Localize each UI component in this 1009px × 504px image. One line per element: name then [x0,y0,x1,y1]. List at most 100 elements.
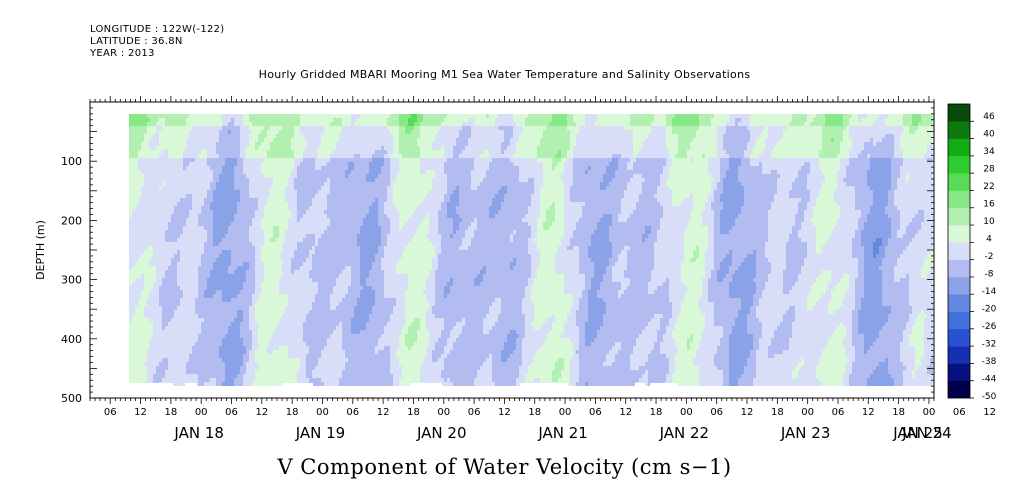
heatmap-cell [213,134,216,138]
heatmap-cell [267,126,270,130]
heatmap-cell [171,310,174,314]
heatmap-cell [276,222,279,226]
heatmap-cell [180,298,183,302]
heatmap-cell [246,218,249,222]
heatmap-cell [216,246,219,250]
heatmap-cell [195,274,198,278]
heatmap-cell [345,334,348,338]
heatmap-cell [195,158,198,162]
heatmap-cell [129,274,132,278]
heatmap-cell [291,314,294,318]
heatmap-cell [210,346,213,350]
heatmap-cell [171,278,174,282]
heatmap-cell [300,158,303,162]
heatmap-cell [213,378,216,382]
heatmap-cell [219,366,222,370]
heatmap-cell [180,382,183,386]
heatmap-cell [291,306,294,310]
heatmap-cell [222,218,225,222]
heatmap-cell [279,306,282,310]
heatmap-cell [294,270,297,274]
heatmap-cell [312,314,315,318]
heatmap-cell [150,242,153,246]
heatmap-cell [168,238,171,242]
heatmap-cell [189,270,192,274]
heatmap-cell [165,310,168,314]
heatmap-cell [225,134,228,138]
heatmap-cell [207,270,210,274]
heatmap-cell [141,302,144,306]
heatmap-cell [207,182,210,186]
heatmap-cell [270,330,273,334]
heatmap-cell [327,302,330,306]
heatmap-cell [132,306,135,310]
heatmap-cell [327,118,330,122]
heatmap-cell [186,226,189,230]
heatmap-cell [321,326,324,330]
heatmap-cell [321,366,324,370]
heatmap-cell [156,162,159,166]
heatmap-cell [156,294,159,298]
heatmap-cell [240,146,243,150]
heatmap-cell [210,186,213,190]
heatmap-cell [288,166,291,170]
heatmap-cell [147,258,150,262]
heatmap-cell [156,338,159,342]
heatmap-cell [237,362,240,366]
heatmap-cell [174,158,177,162]
heatmap-cell [159,154,162,158]
heatmap-cell [297,290,300,294]
heatmap-cell [273,218,276,222]
heatmap-cell [171,114,174,118]
heatmap-cell [300,238,303,242]
heatmap-cell [234,354,237,358]
heatmap-cell [210,270,213,274]
heatmap-cell [297,122,300,126]
heatmap-cell [129,358,132,362]
heatmap-cell [138,330,141,334]
heatmap-cell [309,222,312,226]
heatmap-cell [327,218,330,222]
heatmap-cell [213,290,216,294]
heatmap-cell [129,238,132,242]
heatmap-cell [132,114,135,118]
heatmap-cell [246,222,249,226]
heatmap-cell [153,358,156,362]
heatmap-cell [330,210,333,214]
heatmap-cell [219,262,222,266]
heatmap-cell [165,130,168,134]
heatmap-cell [129,350,132,354]
heatmap-cell [219,298,222,302]
heatmap-cell [315,270,318,274]
heatmap-cell [333,310,336,314]
heatmap-cell [228,302,231,306]
heatmap-cell [216,234,219,238]
heatmap-cell [285,246,288,250]
heatmap-cell [171,286,174,290]
heatmap-cell [144,146,147,150]
heatmap-cell [180,274,183,278]
heatmap-cell [156,322,159,326]
heatmap-cell [210,146,213,150]
heatmap-cell [177,118,180,122]
heatmap-cell [189,194,192,198]
heatmap-cell [138,286,141,290]
heatmap-cell [327,310,330,314]
heatmap-cell [279,182,282,186]
heatmap-cell [228,254,231,258]
heatmap-cell [150,378,153,382]
heatmap-cell [162,194,165,198]
heatmap-cell [333,270,336,274]
heatmap-cell [174,246,177,250]
heatmap-cell [249,314,252,318]
heatmap-cell [216,158,219,162]
heatmap-cell [312,146,315,150]
heatmap-cell [153,210,156,214]
heatmap-cell [204,310,207,314]
heatmap-cell [183,234,186,238]
heatmap-cell [186,374,189,378]
heatmap-cell [147,378,150,382]
heatmap-cell [342,114,345,118]
heatmap-cell [240,350,243,354]
heatmap-cell [171,162,174,166]
